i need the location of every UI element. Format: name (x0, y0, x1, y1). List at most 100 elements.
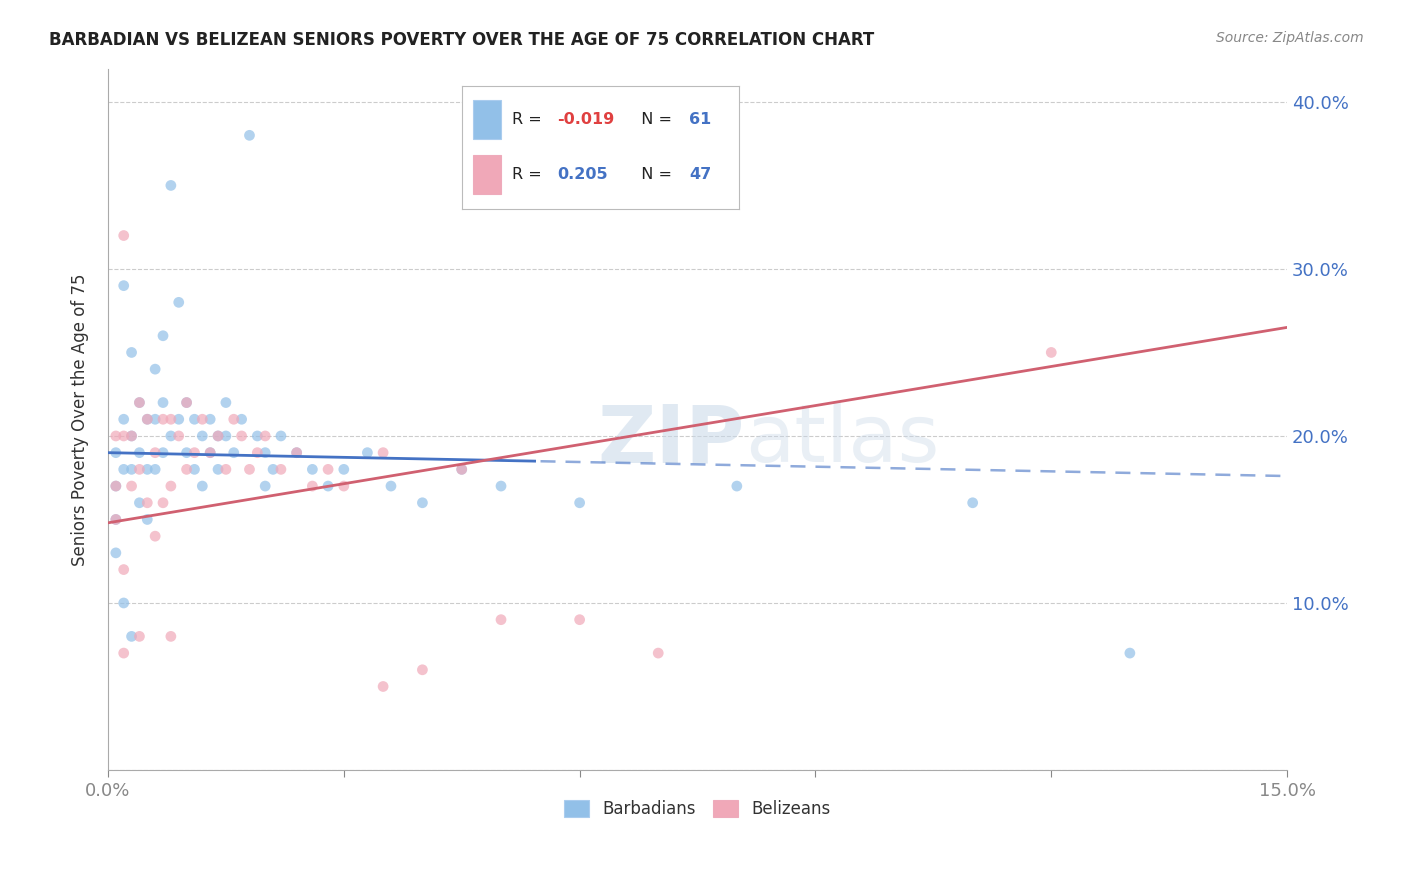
Point (128, 395, 150, 409)
Point (411, 496, 433, 510)
Point (246, 445, 269, 459)
Point (104, 546, 127, 560)
Point (112, 462, 135, 476)
Point (301, 479, 323, 493)
Point (136, 412, 159, 426)
Point (238, 128, 260, 143)
Point (176, 395, 198, 409)
Point (152, 412, 174, 426)
Point (143, 445, 166, 459)
Point (316, 479, 339, 493)
Point (254, 445, 277, 459)
Point (176, 445, 198, 459)
Point (104, 429, 127, 443)
Point (238, 462, 260, 476)
Text: BARBADIAN VS BELIZEAN SENIORS POVERTY OVER THE AGE OF 75 CORRELATION CHART: BARBADIAN VS BELIZEAN SENIORS POVERTY OV… (49, 31, 875, 49)
Point (160, 629, 183, 643)
Point (198, 412, 221, 426)
Point (254, 429, 277, 443)
Point (183, 412, 205, 426)
Point (143, 529, 166, 543)
Point (112, 596, 135, 610)
Point (121, 462, 143, 476)
Point (198, 445, 221, 459)
Point (207, 429, 229, 443)
Point (222, 445, 245, 459)
Text: atlas: atlas (745, 401, 939, 479)
Point (112, 646, 135, 660)
Point (112, 429, 135, 443)
Point (104, 479, 127, 493)
Text: ZIP: ZIP (598, 401, 745, 479)
Point (262, 462, 284, 476)
Legend: Barbadians, Belizeans: Barbadians, Belizeans (558, 793, 837, 825)
Point (112, 228, 135, 243)
Point (136, 412, 159, 426)
Point (489, 613, 512, 627)
Point (183, 462, 205, 476)
Point (191, 429, 214, 443)
Point (143, 362, 166, 376)
Point (191, 412, 214, 426)
Point (112, 278, 135, 293)
Point (128, 462, 150, 476)
Point (356, 445, 378, 459)
Point (371, 680, 394, 694)
Point (568, 613, 591, 627)
Point (380, 479, 402, 493)
Point (121, 429, 143, 443)
Point (136, 512, 159, 526)
Point (270, 462, 292, 476)
Point (160, 178, 183, 193)
Point (160, 479, 183, 493)
Point (167, 295, 190, 310)
Point (215, 462, 238, 476)
Point (128, 395, 150, 409)
Point (450, 462, 472, 476)
Point (411, 663, 433, 677)
Point (128, 445, 150, 459)
Text: Source: ZipAtlas.com: Source: ZipAtlas.com (1216, 31, 1364, 45)
Point (222, 412, 245, 426)
Point (207, 429, 229, 443)
Point (121, 345, 143, 359)
Point (285, 445, 308, 459)
Y-axis label: Seniors Poverty Over the Age of 75: Seniors Poverty Over the Age of 75 (72, 273, 89, 566)
Point (152, 445, 174, 459)
Point (333, 479, 356, 493)
Point (136, 462, 159, 476)
Point (231, 429, 253, 443)
Point (568, 496, 591, 510)
Point (152, 496, 174, 510)
Point (104, 445, 127, 459)
Point (121, 479, 143, 493)
Point (301, 462, 323, 476)
Point (316, 462, 339, 476)
Point (198, 445, 221, 459)
Point (121, 429, 143, 443)
Point (160, 412, 183, 426)
Point (725, 479, 748, 493)
Point (143, 462, 166, 476)
Point (962, 496, 984, 510)
Point (176, 462, 198, 476)
Point (112, 563, 135, 577)
Point (333, 462, 356, 476)
Point (104, 512, 127, 526)
Point (489, 479, 512, 493)
Point (152, 328, 174, 343)
Point (167, 412, 190, 426)
Point (128, 629, 150, 643)
Point (152, 395, 174, 409)
Point (647, 646, 669, 660)
Point (450, 462, 472, 476)
Point (371, 445, 394, 459)
Point (254, 479, 277, 493)
Point (121, 629, 143, 643)
Point (285, 445, 308, 459)
Point (143, 412, 166, 426)
Point (215, 429, 238, 443)
Point (246, 429, 269, 443)
Point (112, 412, 135, 426)
Point (207, 462, 229, 476)
